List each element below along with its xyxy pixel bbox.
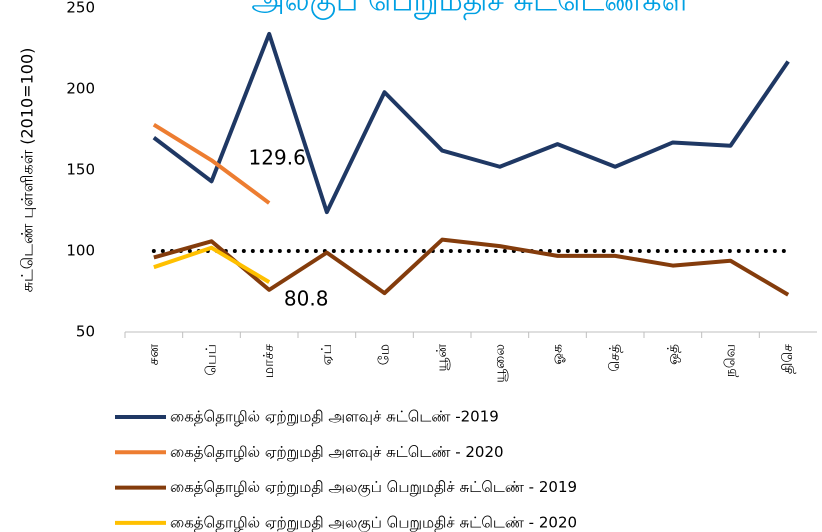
x-tick-label: நவெ [723,344,739,377]
x-tick-label: மாச்ச [261,344,277,378]
y-tick-label: 100 [66,242,95,260]
legend-label: கைத்தொழில் ஏற்றுமதி அளவுச் சுட்டெண் - 20… [170,443,504,461]
series-line [153,237,790,297]
data-label: 80.8 [284,287,329,311]
y-tick-label: 200 [66,80,95,98]
x-tick-label: பெப் [204,344,220,376]
chart-title: அலகுப் பெறுமதிச் சுட்டெண்கள் [251,0,688,21]
x-tick-label: சன [146,344,162,366]
x-tick-label: யூன் [434,344,450,372]
y-tick-label: 50 [76,323,95,341]
data-label: 129.6 [249,146,306,170]
legend-label: கைத்தொழில் ஏற்றுமதி அலகுப் பெறுமதிச் சுட… [170,478,577,497]
x-tick-label: ஏப் [319,344,335,365]
legend-label: கைத்தொழில் ஏற்றுமதி அலகுப் பெறுமதிச் சுட… [170,513,577,532]
series-line [152,31,790,215]
x-tick-label: செத் [607,344,623,372]
x-tick-label: மே [377,344,393,365]
y-tick-label: 250 [66,0,95,17]
y-tick-label: 150 [66,161,95,179]
series-line [152,122,271,205]
x-tick-label: திசெ [780,344,796,374]
x-tick-label: யூலை [492,344,508,383]
x-tick-label: ஓக [550,344,566,365]
y-axis-label: சுட்டெண் புள்ளிகள் (2010=100) [18,48,37,293]
x-tick-label: ஒத் [665,344,681,365]
legend-label: கைத்தொழில் ஏற்றுமதி அளவுச் சுட்டெண் -201… [170,408,499,426]
series-line [153,245,271,284]
